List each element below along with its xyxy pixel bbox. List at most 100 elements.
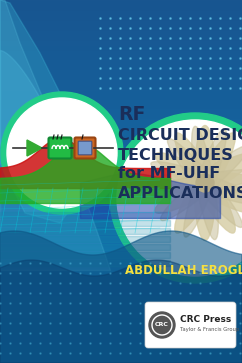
Bar bbox=[0, 142, 242, 143]
Bar bbox=[0, 143, 242, 144]
Bar bbox=[0, 95, 242, 96]
Bar bbox=[0, 44, 242, 45]
Bar bbox=[0, 355, 242, 356]
Bar bbox=[0, 361, 242, 362]
Bar bbox=[0, 94, 242, 95]
Bar bbox=[0, 198, 242, 199]
Bar bbox=[0, 153, 242, 154]
Bar bbox=[0, 57, 242, 58]
Bar bbox=[0, 246, 242, 247]
Bar bbox=[0, 158, 242, 159]
Ellipse shape bbox=[151, 162, 242, 204]
Bar bbox=[0, 181, 242, 182]
Bar bbox=[0, 239, 242, 240]
Bar bbox=[0, 169, 242, 170]
Bar bbox=[0, 338, 242, 339]
Bar bbox=[0, 231, 242, 232]
Bar bbox=[0, 31, 242, 32]
Bar bbox=[0, 171, 242, 172]
Bar bbox=[0, 35, 242, 36]
Bar bbox=[0, 42, 242, 43]
Bar bbox=[0, 133, 242, 134]
Bar bbox=[0, 55, 242, 56]
Bar bbox=[0, 155, 242, 156]
Bar bbox=[0, 26, 242, 27]
Bar bbox=[0, 212, 242, 213]
Ellipse shape bbox=[155, 153, 242, 213]
Bar bbox=[0, 17, 242, 18]
Bar bbox=[0, 309, 242, 310]
Ellipse shape bbox=[167, 139, 242, 228]
Bar bbox=[0, 216, 242, 217]
Bar bbox=[0, 254, 242, 255]
Bar bbox=[0, 258, 242, 259]
Bar bbox=[0, 296, 242, 297]
Bar bbox=[0, 136, 242, 137]
Bar bbox=[0, 138, 242, 139]
Bar bbox=[0, 49, 242, 50]
Bar bbox=[0, 318, 242, 319]
Circle shape bbox=[117, 120, 242, 276]
Bar bbox=[0, 91, 242, 92]
Bar bbox=[0, 228, 242, 229]
Bar bbox=[0, 322, 242, 323]
Bar bbox=[0, 76, 242, 77]
Bar bbox=[0, 75, 242, 76]
Bar bbox=[0, 16, 242, 17]
Bar bbox=[0, 165, 242, 166]
Bar bbox=[0, 194, 242, 195]
Text: Taylor & Francis Group: Taylor & Francis Group bbox=[180, 327, 239, 333]
Bar bbox=[0, 310, 242, 311]
Bar bbox=[0, 302, 242, 303]
Bar bbox=[0, 200, 242, 201]
Bar bbox=[0, 45, 242, 46]
Bar bbox=[0, 275, 242, 276]
FancyBboxPatch shape bbox=[145, 302, 236, 348]
Bar bbox=[0, 65, 242, 66]
Bar bbox=[0, 1, 242, 2]
Bar bbox=[0, 164, 242, 165]
Bar bbox=[0, 238, 242, 239]
Bar bbox=[0, 201, 242, 202]
Bar bbox=[0, 313, 242, 314]
Bar bbox=[0, 93, 242, 94]
Bar bbox=[0, 92, 242, 93]
Bar bbox=[0, 113, 242, 114]
Bar bbox=[0, 206, 242, 207]
Bar bbox=[0, 47, 242, 48]
Bar bbox=[0, 90, 242, 91]
Bar bbox=[0, 334, 242, 335]
Bar bbox=[0, 306, 242, 307]
Bar bbox=[0, 34, 242, 35]
Bar bbox=[0, 102, 242, 103]
Bar bbox=[0, 351, 242, 352]
Bar bbox=[0, 288, 242, 289]
Bar bbox=[0, 278, 242, 279]
Bar bbox=[0, 121, 242, 122]
Bar bbox=[0, 179, 242, 180]
Polygon shape bbox=[0, 0, 60, 203]
Ellipse shape bbox=[148, 170, 242, 196]
Bar bbox=[0, 12, 242, 13]
Bar bbox=[0, 33, 242, 34]
Bar bbox=[0, 9, 242, 10]
Bar bbox=[0, 232, 242, 233]
Bar bbox=[0, 176, 242, 177]
Bar bbox=[0, 167, 242, 168]
Bar bbox=[0, 347, 242, 348]
Bar bbox=[0, 235, 242, 236]
Bar bbox=[0, 54, 242, 55]
Bar bbox=[0, 68, 242, 69]
Bar bbox=[0, 86, 242, 87]
Bar bbox=[0, 327, 242, 328]
Bar bbox=[0, 84, 242, 85]
Bar bbox=[0, 147, 242, 148]
Bar bbox=[0, 328, 242, 329]
Bar bbox=[0, 46, 242, 47]
Bar bbox=[0, 51, 242, 52]
Bar bbox=[0, 125, 242, 126]
Bar bbox=[0, 36, 242, 37]
Bar bbox=[0, 282, 242, 283]
Bar bbox=[0, 82, 242, 83]
Bar bbox=[0, 295, 242, 296]
